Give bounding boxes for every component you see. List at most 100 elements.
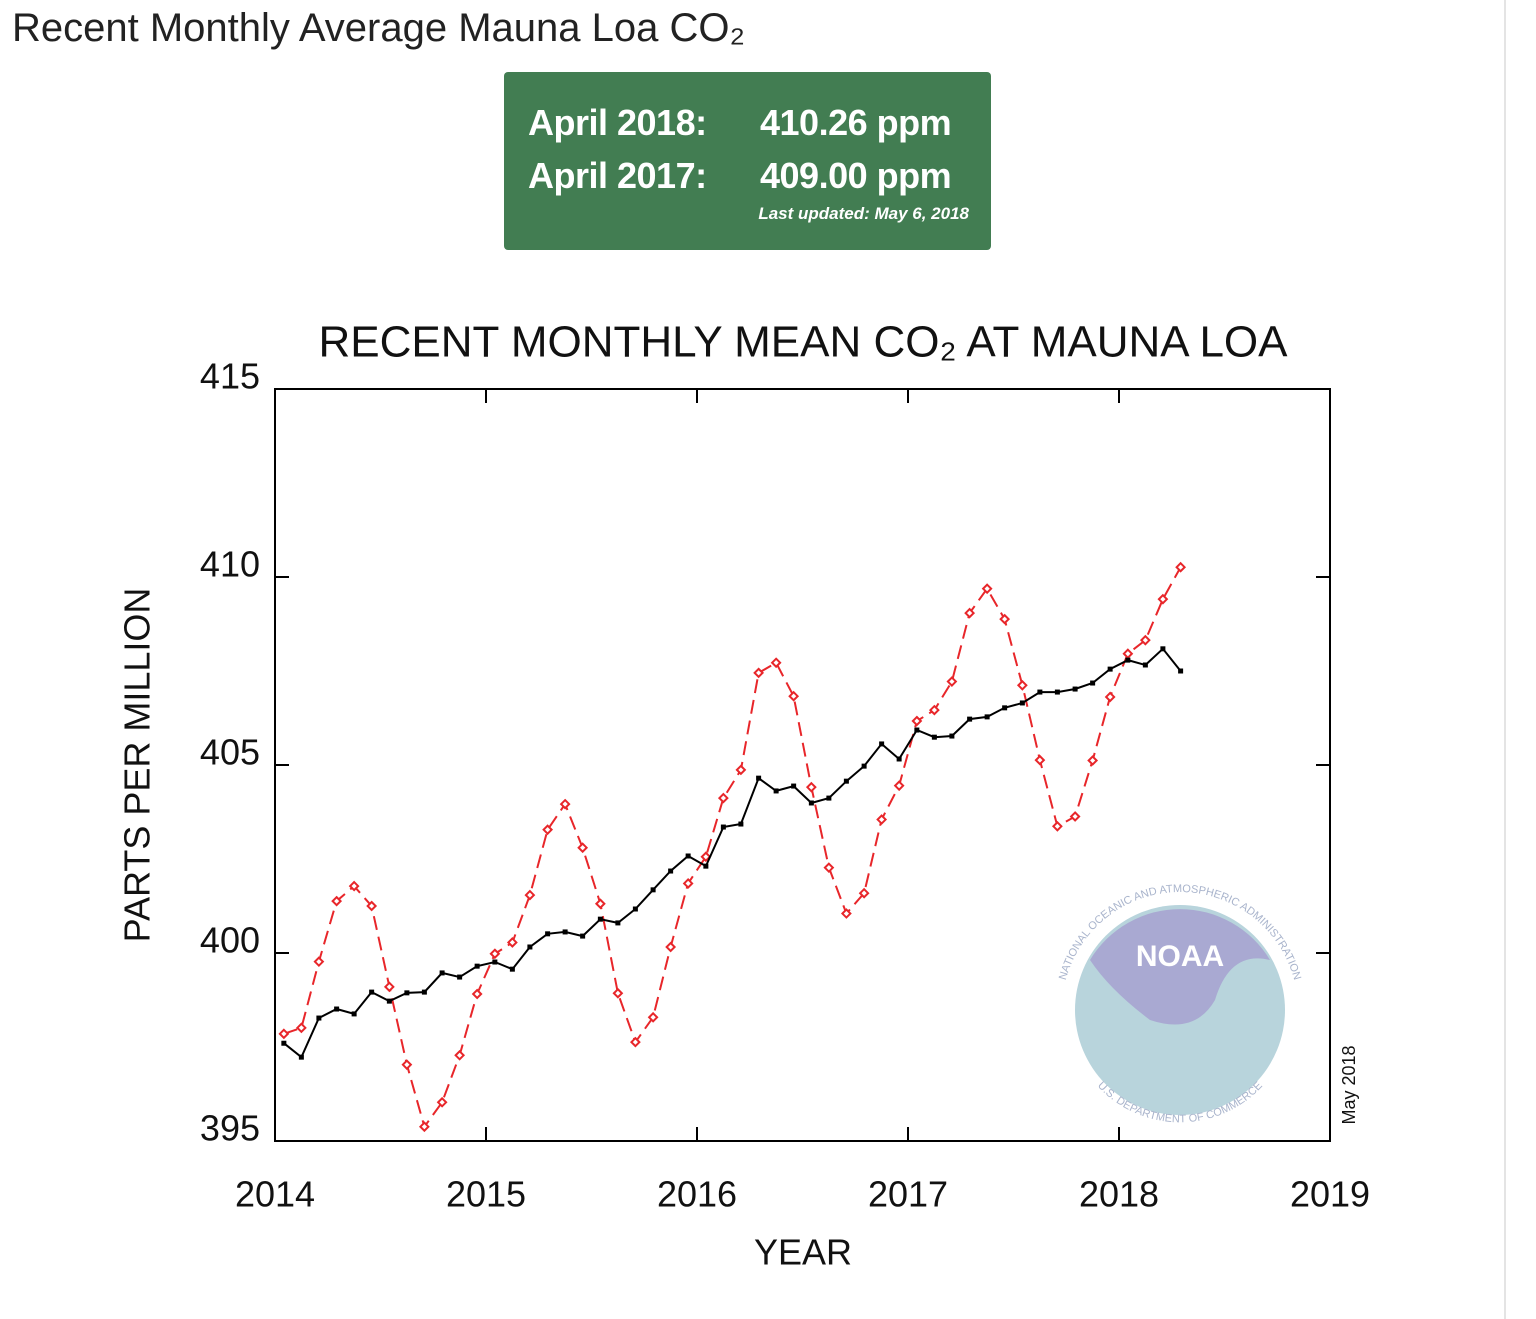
info-value: 410.26 ppm [760, 102, 952, 143]
x-tick-label: 2018 [1079, 1174, 1159, 1215]
marker [348, 880, 360, 892]
marker [1051, 820, 1063, 832]
marker [527, 944, 533, 950]
marker [313, 956, 325, 968]
marker [735, 764, 747, 776]
marker [1160, 646, 1166, 652]
marker [791, 783, 797, 789]
marker [700, 851, 712, 863]
marker [506, 937, 518, 948]
marker [632, 906, 638, 912]
page-title: Recent Monthly Average Mauna Loa CO₂ [12, 6, 745, 50]
info-value: 409.00 ppm [760, 155, 952, 196]
marker [685, 853, 691, 859]
marker [1087, 755, 1099, 766]
marker [1142, 662, 1148, 668]
marker [946, 676, 958, 687]
marker [738, 821, 744, 827]
marker [1037, 689, 1043, 695]
marker [981, 583, 993, 595]
info-box: April 2018: 410.26 ppm April 2017: 409.0… [504, 72, 991, 250]
marker [1054, 689, 1060, 695]
marker [823, 862, 835, 874]
marker [840, 908, 852, 919]
marker [334, 1006, 340, 1012]
marker [682, 878, 694, 889]
logo: NOAA NATIONAL OCEANIC AND ATMOSPHERIC AD… [1057, 883, 1303, 1125]
marker [879, 741, 885, 747]
chart-title: RECENT MONTHLY MEAN CO₂ AT MAUNA LOA [319, 318, 1289, 367]
marker [1122, 648, 1134, 660]
marker [665, 941, 677, 953]
marker [474, 963, 480, 969]
marker [1175, 561, 1187, 573]
marker [928, 704, 940, 716]
marker [984, 714, 990, 720]
marker [1139, 634, 1151, 646]
marker [316, 1015, 322, 1021]
marker [439, 970, 445, 976]
marker [331, 895, 343, 907]
marker [805, 781, 817, 793]
marker [668, 868, 674, 874]
series-line [283, 566, 1182, 1129]
marker [893, 780, 905, 792]
marker [492, 959, 498, 965]
x-tick-label: 2015 [446, 1174, 526, 1215]
marker [1104, 691, 1116, 703]
marker [1034, 754, 1046, 766]
marker [594, 898, 606, 910]
y-tick-label: 405 [200, 732, 260, 773]
logo-bird [1090, 909, 1270, 1025]
marker [542, 824, 554, 836]
marker [295, 1022, 307, 1034]
last-updated: Last updated: May 6, 2018 [758, 204, 969, 223]
marker [896, 756, 902, 762]
marker [369, 989, 375, 995]
marker [1002, 705, 1008, 711]
x-axis-label: YEAR [754, 1232, 852, 1273]
marker [770, 657, 782, 669]
info-label: April 2017: [528, 155, 707, 196]
x-tick-label: 2014 [235, 1174, 315, 1215]
x-tick-label: 2019 [1290, 1174, 1370, 1215]
marker [615, 920, 621, 926]
marker [967, 716, 973, 722]
marker [1178, 668, 1184, 674]
marker [383, 981, 395, 993]
marker [931, 734, 937, 740]
marker [843, 778, 849, 784]
marker [436, 1096, 448, 1108]
marker [964, 607, 976, 619]
series-line [283, 647, 1182, 1059]
marker [351, 1011, 357, 1017]
marker [1072, 686, 1078, 692]
marker [386, 998, 392, 1004]
x-tick-label: 2016 [657, 1174, 737, 1215]
marker [489, 948, 501, 960]
marker [597, 916, 603, 922]
marker [1019, 700, 1025, 706]
marker [298, 1054, 304, 1060]
marker [577, 842, 589, 854]
chart: RECENT MONTHLY MEAN CO₂ AT MAUNA LOA NOA… [117, 318, 1371, 1273]
marker [457, 974, 463, 980]
marker [949, 733, 955, 739]
x-tick-label: 2017 [868, 1174, 948, 1215]
marker [999, 613, 1011, 625]
annotation: May 2018 [1339, 1045, 1359, 1124]
marker [788, 690, 800, 702]
marker [562, 929, 568, 935]
marker [509, 966, 515, 972]
marker [647, 1011, 659, 1023]
marker [1069, 811, 1081, 822]
y-axis-label: PARTS PER MILLION [117, 588, 158, 943]
marker [612, 987, 624, 999]
logo-name: NOAA [1136, 940, 1224, 973]
marker [545, 931, 551, 937]
marker [911, 715, 923, 727]
marker [366, 900, 378, 912]
info-label: April 2018: [528, 102, 707, 143]
marker [404, 990, 410, 996]
